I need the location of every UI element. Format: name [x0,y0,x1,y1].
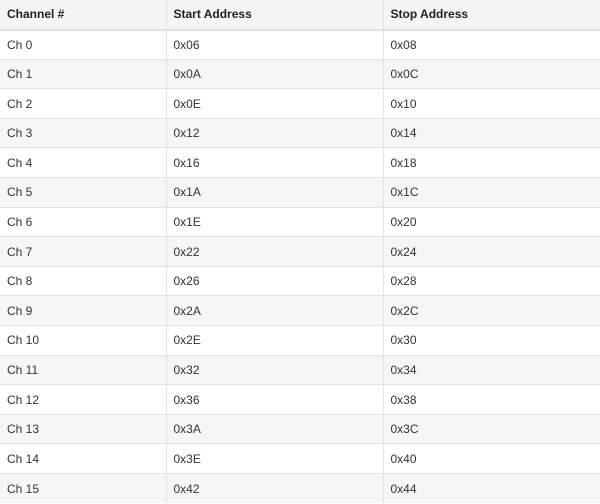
header-stop-address: Stop Address [382,0,600,31]
stop-address-cell: 0x3C [382,413,600,444]
table-row: Ch 13 0x3A 0x3C [0,413,600,444]
table-row: Ch 7 0x22 0x24 [0,236,600,267]
table-row: Ch 2 0x0E 0x10 [0,88,600,119]
table-row: Ch 12 0x36 0x38 [0,384,600,415]
stop-address-cell: 0x20 [382,206,600,237]
stop-address-cell: 0x0C [382,58,600,89]
start-address-cell: 0x0A [165,58,383,89]
start-address-cell: 0x32 [165,354,383,385]
stop-address-cell: 0x2C [382,295,600,326]
stop-address-cell: 0x30 [382,325,600,356]
table-row: Ch 1 0x0A 0x0C [0,58,600,89]
channel-cell: Ch 6 [0,206,166,237]
stop-address-cell: 0x28 [382,265,600,296]
start-address-cell: 0x36 [165,384,383,415]
start-address-cell: 0x16 [165,147,383,178]
table-row: Ch 14 0x3E 0x40 [0,443,600,474]
start-address-cell: 0x22 [165,236,383,267]
channel-cell: Ch 14 [0,443,166,474]
channel-cell: Ch 0 [0,29,166,60]
channel-cell: Ch 13 [0,413,166,444]
channel-cell: Ch 8 [0,265,166,296]
start-address-cell: 0x1E [165,206,383,237]
start-address-cell: 0x1A [165,177,383,208]
stop-address-cell: 0x18 [382,147,600,178]
stop-address-cell: 0x40 [382,443,600,474]
start-address-cell: 0x2A [165,295,383,326]
channel-cell: Ch 5 [0,177,166,208]
table-row: Ch 4 0x16 0x18 [0,147,600,178]
header-start-address: Start Address [165,0,383,31]
table-row: Ch 11 0x32 0x34 [0,354,600,385]
channel-cell: Ch 10 [0,325,166,356]
table-row: Ch 15 0x42 0x44 [0,473,600,504]
start-address-cell: 0x12 [165,117,383,148]
channel-cell: Ch 1 [0,58,166,89]
channel-cell: Ch 9 [0,295,166,326]
stop-address-cell: 0x08 [382,29,600,60]
table-row: Ch 5 0x1A 0x1C [0,177,600,208]
table-header-row: Channel # Start Address Stop Address [0,0,600,31]
channel-cell: Ch 3 [0,117,166,148]
start-address-cell: 0x3A [165,413,383,444]
channel-cell: Ch 4 [0,147,166,178]
channel-cell: Ch 12 [0,384,166,415]
table-row: Ch 10 0x2E 0x30 [0,325,600,356]
stop-address-cell: 0x34 [382,354,600,385]
channel-cell: Ch 2 [0,88,166,119]
start-address-cell: 0x42 [165,473,383,504]
start-address-cell: 0x0E [165,88,383,119]
stop-address-cell: 0x38 [382,384,600,415]
table-row: Ch 6 0x1E 0x20 [0,206,600,237]
table-row: Ch 8 0x26 0x28 [0,265,600,296]
table-row: Ch 9 0x2A 0x2C [0,295,600,326]
table-row: Ch 3 0x12 0x14 [0,117,600,148]
start-address-cell: 0x06 [165,29,383,60]
table-body: Ch 0 0x06 0x08 Ch 1 0x0A 0x0C Ch 2 0x0E 0x10 Ch 3… [0,29,600,504]
stop-address-cell: 0x44 [382,473,600,504]
start-address-cell: 0x26 [165,265,383,296]
stop-address-cell: 0x10 [382,88,600,119]
stop-address-cell: 0x24 [382,236,600,267]
table-row: Ch 0 0x06 0x08 [0,29,600,60]
header-channel: Channel # [0,0,166,31]
start-address-cell: 0x2E [165,325,383,356]
stop-address-cell: 0x14 [382,117,600,148]
channel-cell: Ch 7 [0,236,166,267]
start-address-cell: 0x3E [165,443,383,474]
channel-cell: Ch 11 [0,354,166,385]
stop-address-cell: 0x1C [382,177,600,208]
channel-cell: Ch 15 [0,473,166,504]
